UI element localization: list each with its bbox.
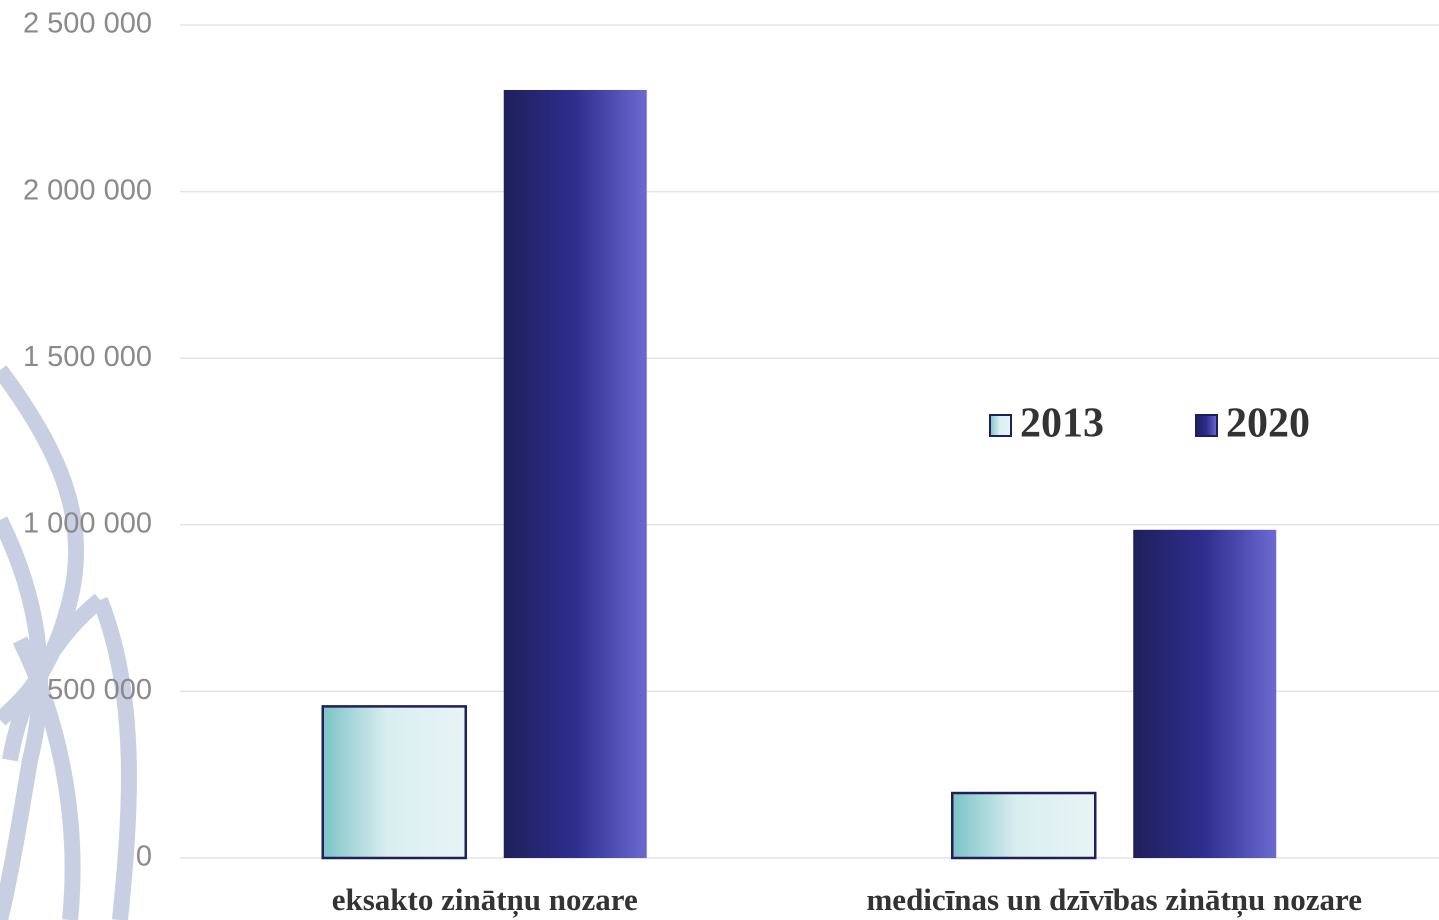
- legend-label: 2013: [1020, 401, 1104, 447]
- x-tick-label: eksakto zinātņu nozare: [332, 882, 638, 918]
- y-tick-label: 1 500 000: [23, 341, 152, 373]
- y-tick-label: 500 000: [47, 674, 152, 706]
- watermark: [0, 365, 137, 920]
- legend-label: 2020: [1226, 401, 1310, 447]
- y-tick-label: 0: [136, 841, 152, 873]
- legend-swatch: [989, 414, 1012, 437]
- x-tick-label: medicīnas un dzīvības zinātņu nozare: [866, 882, 1362, 918]
- bar: [503, 89, 647, 858]
- y-tick-label: 1 000 000: [23, 507, 152, 539]
- bar: [1133, 529, 1277, 858]
- y-tick-label: 2 000 000: [23, 174, 152, 206]
- bar: [951, 791, 1097, 860]
- y-tick-label: 2 500 000: [23, 8, 152, 40]
- legend-swatch: [1195, 414, 1218, 437]
- bar: [321, 705, 467, 860]
